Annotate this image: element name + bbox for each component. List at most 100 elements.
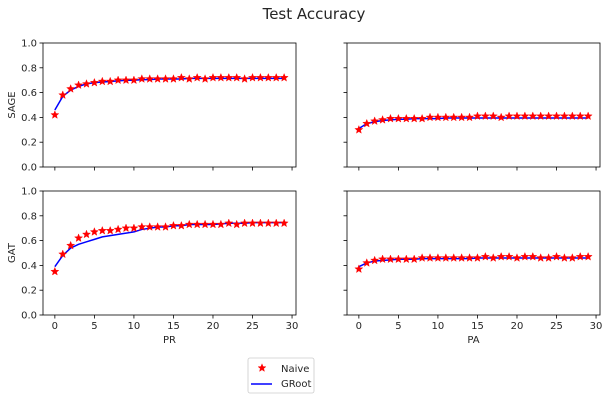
y-tick-label: 1.0: [21, 187, 37, 198]
data-point-naive: [121, 223, 131, 233]
data-point-naive: [208, 72, 218, 82]
data-point-naive: [544, 253, 554, 262]
data-point-naive: [354, 264, 364, 273]
x-tick-label: 5: [91, 321, 97, 332]
data-point-naive: [393, 254, 403, 264]
data-point-naive: [50, 266, 60, 276]
x-axis-label: PR: [163, 335, 176, 346]
data-point-naive: [567, 111, 577, 121]
data-point-naive: [465, 253, 475, 262]
data-point-naive: [200, 219, 210, 229]
data-point-naive: [224, 72, 234, 82]
data-point-naive: [58, 90, 68, 99]
x-tick-label: 15: [471, 321, 484, 332]
x-tick-label: 0: [52, 321, 58, 332]
data-point-naive: [232, 72, 242, 82]
data-point-naive: [113, 75, 123, 85]
data-point-naive: [216, 72, 226, 82]
data-point-naive: [74, 233, 84, 242]
data-point-naive: [161, 222, 171, 231]
data-point-naive: [528, 111, 538, 121]
data-point-naive: [575, 111, 585, 121]
x-tick-label: 15: [167, 321, 180, 332]
y-tick-label: 0.8: [21, 63, 37, 74]
data-point-naive: [512, 253, 522, 262]
data-point-naive: [425, 112, 435, 122]
axes-frame: [42, 190, 297, 316]
data-point-naive: [121, 75, 131, 85]
data-point-naive: [393, 113, 403, 123]
data-point-naive: [417, 113, 427, 123]
x-tick-label: 0: [356, 321, 362, 332]
x-tick-label: 20: [511, 321, 524, 332]
data-point-naive: [583, 251, 593, 261]
y-tick-label: 0.0: [21, 163, 37, 174]
y-tick-label: 0.2: [21, 286, 37, 297]
figure-title: Test Accuracy: [262, 5, 366, 23]
x-tick-label: 20: [207, 321, 220, 332]
data-point-naive: [433, 112, 443, 122]
data-point-naive: [168, 220, 178, 230]
x-tick-label: 10: [128, 321, 141, 332]
data-point-naive: [354, 125, 364, 134]
data-point-naive: [401, 113, 411, 123]
data-point-naive: [583, 111, 593, 121]
y-tick-label: 0.4: [21, 113, 37, 124]
data-point-naive: [385, 254, 396, 264]
y-tick-label: 0.8: [21, 211, 37, 222]
data-point-naive: [504, 251, 514, 261]
data-point-naive: [176, 72, 186, 82]
data-point-naive: [559, 111, 569, 121]
data-point-naive: [113, 224, 123, 234]
x-tick-label: 10: [432, 321, 445, 332]
y-tick-label: 0.0: [21, 311, 37, 322]
axes-frame: [346, 42, 601, 168]
data-point-naive: [378, 254, 388, 264]
data-point-naive: [385, 113, 396, 123]
data-point-naive: [192, 72, 202, 82]
data-point-naive: [480, 251, 490, 261]
data-point-naive: [279, 218, 289, 228]
data-point-naive: [488, 253, 498, 262]
data-point-naive: [58, 249, 68, 259]
data-point-naive: [401, 254, 411, 264]
data-point-naive: [240, 74, 250, 83]
data-point-naive: [279, 72, 289, 82]
data-point-naive: [176, 220, 186, 230]
data-point-naive: [137, 222, 147, 231]
data-point-naive: [153, 74, 163, 83]
data-point-naive: [74, 80, 84, 90]
x-tick-label: 30: [286, 321, 299, 332]
data-point-naive: [89, 227, 99, 236]
data-point-naive: [449, 112, 459, 122]
data-point-naive: [97, 76, 107, 86]
data-point-naive: [232, 219, 242, 229]
data-point-naive: [66, 84, 76, 93]
data-point-naive: [457, 112, 467, 122]
y-axis-label: GAT: [7, 242, 18, 263]
data-point-naive: [97, 225, 107, 235]
data-point-naive: [200, 74, 210, 83]
data-point-naive: [512, 111, 522, 121]
axes-frame: [346, 190, 601, 316]
data-point-naive: [263, 72, 273, 82]
legend: Naive GRoot: [247, 357, 315, 394]
data-point-naive: [81, 229, 92, 239]
data-point-naive: [145, 222, 155, 231]
data-point-naive: [240, 218, 250, 228]
data-point-naive: [433, 253, 443, 262]
data-point-naive: [105, 76, 115, 86]
data-point-naive: [184, 219, 194, 229]
data-point-naive: [536, 253, 546, 262]
data-point-naive: [168, 74, 178, 83]
data-point-naive: [129, 223, 139, 233]
data-point-naive: [409, 113, 419, 123]
data-point-naive: [496, 112, 506, 122]
data-point-naive: [50, 110, 60, 119]
data-point-naive: [105, 225, 115, 235]
data-point-naive: [81, 79, 92, 88]
data-point-naive: [417, 253, 427, 262]
data-point-naive: [559, 253, 569, 262]
data-point-naive: [544, 111, 554, 121]
